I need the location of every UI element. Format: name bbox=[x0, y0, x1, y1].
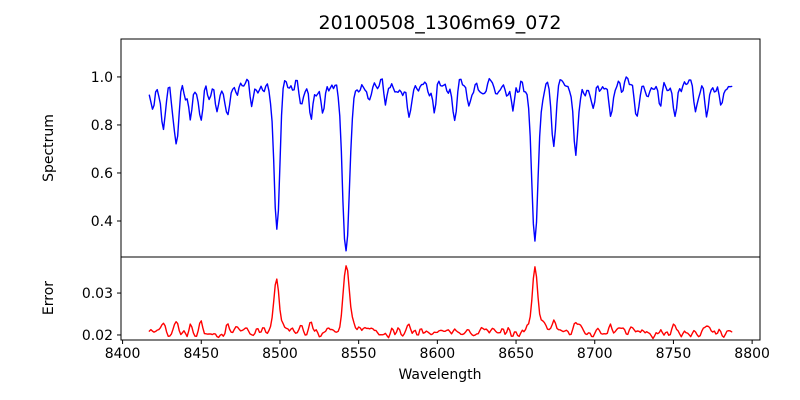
spectrum-line bbox=[148, 76, 733, 252]
plot-title: 20100508_1306m69_072 bbox=[318, 12, 561, 34]
x-tick-label: 8700 bbox=[577, 346, 613, 362]
spectrum-y-axis-label: Spectrum bbox=[41, 114, 57, 182]
y-tick-label: 0.03 bbox=[82, 286, 113, 302]
error-line bbox=[148, 265, 733, 340]
x-tick-label: 8750 bbox=[656, 346, 692, 362]
x-axis-label: Wavelength bbox=[398, 367, 481, 383]
y-tick-label: 0.6 bbox=[91, 166, 113, 182]
error-axes-frame bbox=[120, 256, 761, 341]
tick-layer: 8400 8450 8500 8550 8600 8650 8700 8750 8800 1.0 0… bbox=[82, 70, 770, 362]
y-tick-label: 1.0 bbox=[91, 70, 113, 86]
x-tick-label: 8600 bbox=[420, 346, 456, 362]
y-tick-label: 0.4 bbox=[91, 214, 113, 230]
x-tick-label: 8500 bbox=[262, 346, 298, 362]
y-tick-label: 0.8 bbox=[91, 118, 113, 134]
x-tick-label: 8550 bbox=[341, 346, 377, 362]
x-tick-label: 8800 bbox=[734, 346, 770, 362]
error-y-axis-label: Error bbox=[41, 281, 57, 315]
x-tick-label: 8650 bbox=[498, 346, 534, 362]
spectrum-axes-frame bbox=[120, 38, 761, 258]
x-tick-label: 8400 bbox=[105, 346, 141, 362]
x-tick-label: 8450 bbox=[183, 346, 219, 362]
y-tick-label: 0.02 bbox=[82, 328, 113, 344]
